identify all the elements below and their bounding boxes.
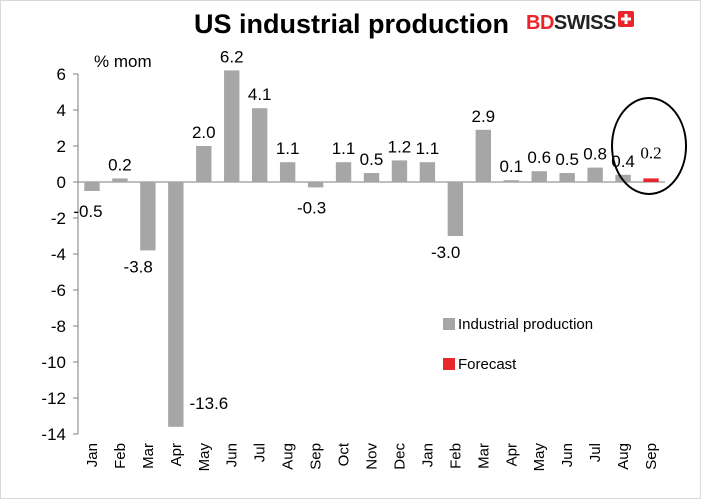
forecast-bar (643, 178, 659, 182)
bar (196, 146, 212, 182)
x-tick-label: Jul (252, 443, 269, 462)
legend-swatch-forecast (443, 358, 455, 370)
y-tick-label: -6 (51, 281, 66, 300)
legend: Industrial production Forecast (443, 316, 593, 373)
y-tick-label: -8 (51, 317, 66, 336)
chart-title: US industrial production (194, 9, 509, 39)
bar (615, 174, 631, 182)
data-label: 0.2 (108, 155, 132, 174)
bar (419, 162, 436, 182)
forecast-data-label: 0.2 (640, 143, 661, 162)
x-tick-label: Apr (503, 443, 520, 466)
bar (447, 182, 464, 236)
data-label: 0.8 (583, 145, 607, 164)
x-tick-label: Jan (84, 443, 101, 467)
x-tick-label: Jan (419, 443, 436, 467)
y-tick-label: -10 (41, 353, 66, 372)
data-label: -0.5 (73, 202, 102, 221)
x-tick-label: Apr (168, 443, 185, 466)
bar (391, 160, 408, 182)
bar (363, 173, 380, 182)
logo-text-dark: SWISS (553, 11, 616, 34)
bar (84, 182, 100, 191)
bar (140, 182, 156, 251)
x-tick-label: Nov (364, 443, 381, 470)
bar (168, 182, 184, 427)
legend-label-forecast: Forecast (458, 356, 517, 373)
x-tick-label: Mar (140, 443, 157, 469)
x-tick-label: Jul (587, 443, 604, 462)
bdswiss-logo: BD SWISS (526, 11, 634, 35)
y-axis: 6 4 2 0 -2 -4 -6 -8 -10 -12 -14 % mom (41, 52, 151, 444)
bar (475, 129, 491, 182)
y-tick-label: 6 (57, 65, 66, 84)
data-label: -0.3 (297, 198, 326, 217)
swiss-cross-icon (617, 11, 634, 27)
data-label: 1.1 (276, 139, 300, 158)
bar (224, 70, 240, 182)
x-tick-label: Feb (447, 443, 464, 469)
x-axis: Jan Feb Mar Apr May Jun Jul Aug Sep Oct Nov Dec Jan F… (78, 181, 665, 472)
data-label: 0.4 (611, 152, 635, 171)
y-tick-label: 2 (57, 137, 66, 156)
data-label: 4.1 (248, 85, 272, 104)
y-tick-label: -4 (51, 245, 66, 264)
x-tick-label: May (196, 443, 213, 472)
data-label: -3.0 (431, 243, 460, 262)
y-tick-label: 0 (57, 173, 66, 192)
y-tick-label: -12 (41, 389, 66, 408)
y-tick-label: -14 (41, 425, 66, 444)
bar (503, 180, 519, 182)
y-tick-label: -2 (51, 209, 66, 228)
x-tick-label: Aug (615, 443, 632, 470)
bar (559, 173, 575, 182)
forecast-highlight-ellipse (611, 97, 688, 195)
data-labels: -0.50.2-3.8-13.62.06.24.11.1-0.31.10.51.… (73, 47, 661, 412)
data-label: 2.0 (192, 123, 216, 142)
legend-label-industrial: Industrial production (458, 316, 593, 333)
data-label: 0.5 (555, 150, 579, 169)
bar (587, 167, 603, 182)
legend-swatch-industrial (443, 318, 455, 330)
forecast-annotation (611, 97, 688, 195)
x-tick-label: Oct (336, 442, 353, 466)
x-tick-label: May (531, 443, 548, 472)
data-label: 1.1 (416, 139, 440, 158)
data-label: -13.6 (190, 394, 229, 413)
bar (279, 162, 296, 182)
y-tick-label: 4 (57, 101, 66, 120)
data-label: -3.8 (124, 257, 153, 276)
bar (307, 182, 324, 188)
x-tick-label: Aug (280, 443, 297, 470)
logo-text-red: BD (526, 11, 554, 34)
x-tick-label: Mar (475, 443, 492, 469)
data-label: 0.1 (499, 157, 523, 176)
data-label: 1.1 (332, 139, 356, 158)
x-tick-label: Feb (112, 443, 129, 469)
data-label: 1.2 (388, 137, 412, 156)
x-tick-label: Dec (391, 443, 408, 470)
bar (252, 108, 268, 182)
x-tick-label: Sep (643, 443, 660, 470)
y-axis-label: % mom (94, 52, 152, 71)
bar (531, 171, 547, 182)
x-tick-label: Sep (308, 443, 325, 470)
x-tick-label: Jun (224, 443, 241, 467)
data-label: 6.2 (220, 47, 244, 66)
data-label: 0.6 (527, 148, 551, 167)
bar (112, 178, 128, 182)
data-label: 0.5 (360, 150, 384, 169)
data-label: 2.9 (471, 107, 495, 126)
x-tick-label: Jun (559, 443, 576, 467)
bars (84, 70, 659, 427)
bar (335, 162, 352, 182)
